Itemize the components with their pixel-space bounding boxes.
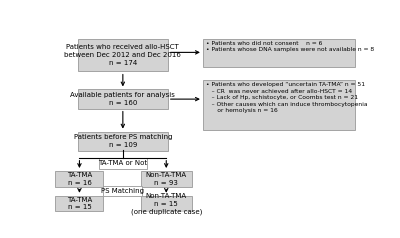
Text: PS Matching: PS Matching [101, 188, 144, 194]
Text: Non-TA-TMA
n = 93: Non-TA-TMA n = 93 [146, 172, 187, 186]
Text: TA-TMA or Not: TA-TMA or Not [98, 160, 148, 166]
FancyBboxPatch shape [78, 89, 168, 109]
FancyBboxPatch shape [141, 196, 192, 213]
Text: TA-TMA
n = 16: TA-TMA n = 16 [67, 172, 92, 186]
FancyBboxPatch shape [56, 171, 104, 187]
FancyBboxPatch shape [141, 171, 192, 187]
FancyBboxPatch shape [78, 39, 168, 71]
FancyBboxPatch shape [78, 132, 168, 151]
Text: Patients who received allo-HSCT
between Dec 2012 and Dec 2016
n = 174: Patients who received allo-HSCT between … [64, 44, 181, 66]
FancyBboxPatch shape [56, 196, 104, 211]
Text: • Patients who did not consent    n = 6
• Patients whose DNA samples were not av: • Patients who did not consent n = 6 • P… [206, 41, 374, 52]
FancyBboxPatch shape [204, 80, 355, 130]
FancyBboxPatch shape [204, 39, 355, 67]
FancyBboxPatch shape [99, 158, 147, 169]
Text: Patients before PS matching
n = 109: Patients before PS matching n = 109 [74, 134, 172, 148]
Text: Non-TA-TMA
n = 15
(one duplicate case): Non-TA-TMA n = 15 (one duplicate case) [130, 193, 202, 215]
Text: TA-TMA
n = 15: TA-TMA n = 15 [67, 197, 92, 210]
Text: • Patients who developed “uncertain TA-TMA” n = 51
   – CR  was never achieved a: • Patients who developed “uncertain TA-T… [206, 82, 368, 114]
Text: Available patients for analysis
n = 160: Available patients for analysis n = 160 [70, 92, 175, 106]
FancyBboxPatch shape [104, 186, 142, 196]
